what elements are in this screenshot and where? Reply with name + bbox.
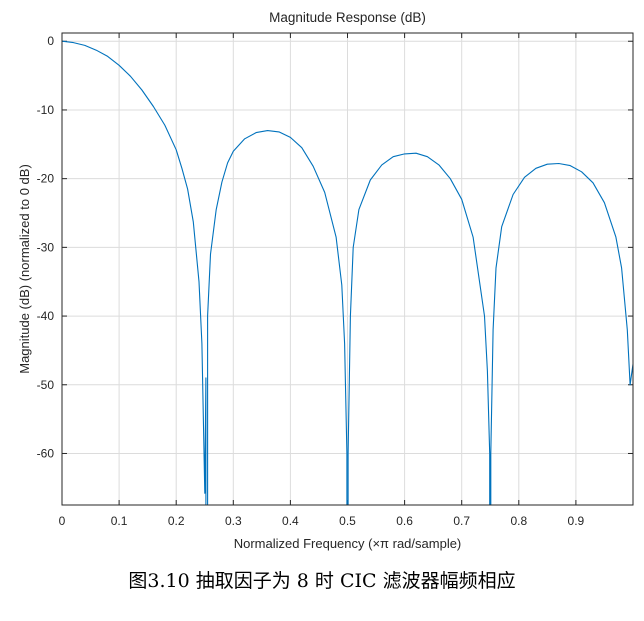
plot-box xyxy=(61,32,634,506)
y-tick-label: -10 xyxy=(37,103,55,117)
x-tick-label: 0.1 xyxy=(111,514,128,528)
x-tick-label: 0 xyxy=(59,514,66,528)
x-axis-label: Normalized Frequency (×π rad/sample) xyxy=(234,536,462,551)
x-tick-label: 0.6 xyxy=(396,514,413,528)
axis-ticks: 0 0.1 0.2 0.3 0.4 0.5 0.6 0.7 0.8 0.9 0 -10 -20 -30 -4… xyxy=(37,33,633,528)
y-tick-label: -30 xyxy=(37,240,55,254)
y-tick-label: -40 xyxy=(37,309,55,323)
x-tick-label: 0.8 xyxy=(510,514,527,528)
x-tick-label: 0.9 xyxy=(568,514,585,528)
x-tick-label: 0.3 xyxy=(225,514,242,528)
figure-caption: 图3.10 抽取因子为 8 时 CIC 滤波器幅频相应 xyxy=(128,570,516,592)
x-tick-label: 0.5 xyxy=(339,514,356,528)
grid xyxy=(61,33,633,505)
x-tick-label: 0.7 xyxy=(453,514,470,528)
chart-title: Magnitude Response (dB) xyxy=(269,10,426,25)
magnitude-response-chart: 0 0.1 0.2 0.3 0.4 0.5 0.6 0.7 0.8 0.9 0 -10 -20 -30 -4… xyxy=(17,10,634,551)
magnitude-response-line xyxy=(61,40,634,505)
x-tick-label: 0.2 xyxy=(168,514,185,528)
y-tick-label: 0 xyxy=(47,34,54,48)
y-axis-label: Magnitude (dB) (normalized to 0 dB) xyxy=(17,164,32,374)
y-tick-label: -50 xyxy=(37,378,55,392)
y-tick-label: -20 xyxy=(37,172,55,186)
y-tick-label: -60 xyxy=(37,446,55,460)
x-tick-label: 0.4 xyxy=(282,514,299,528)
